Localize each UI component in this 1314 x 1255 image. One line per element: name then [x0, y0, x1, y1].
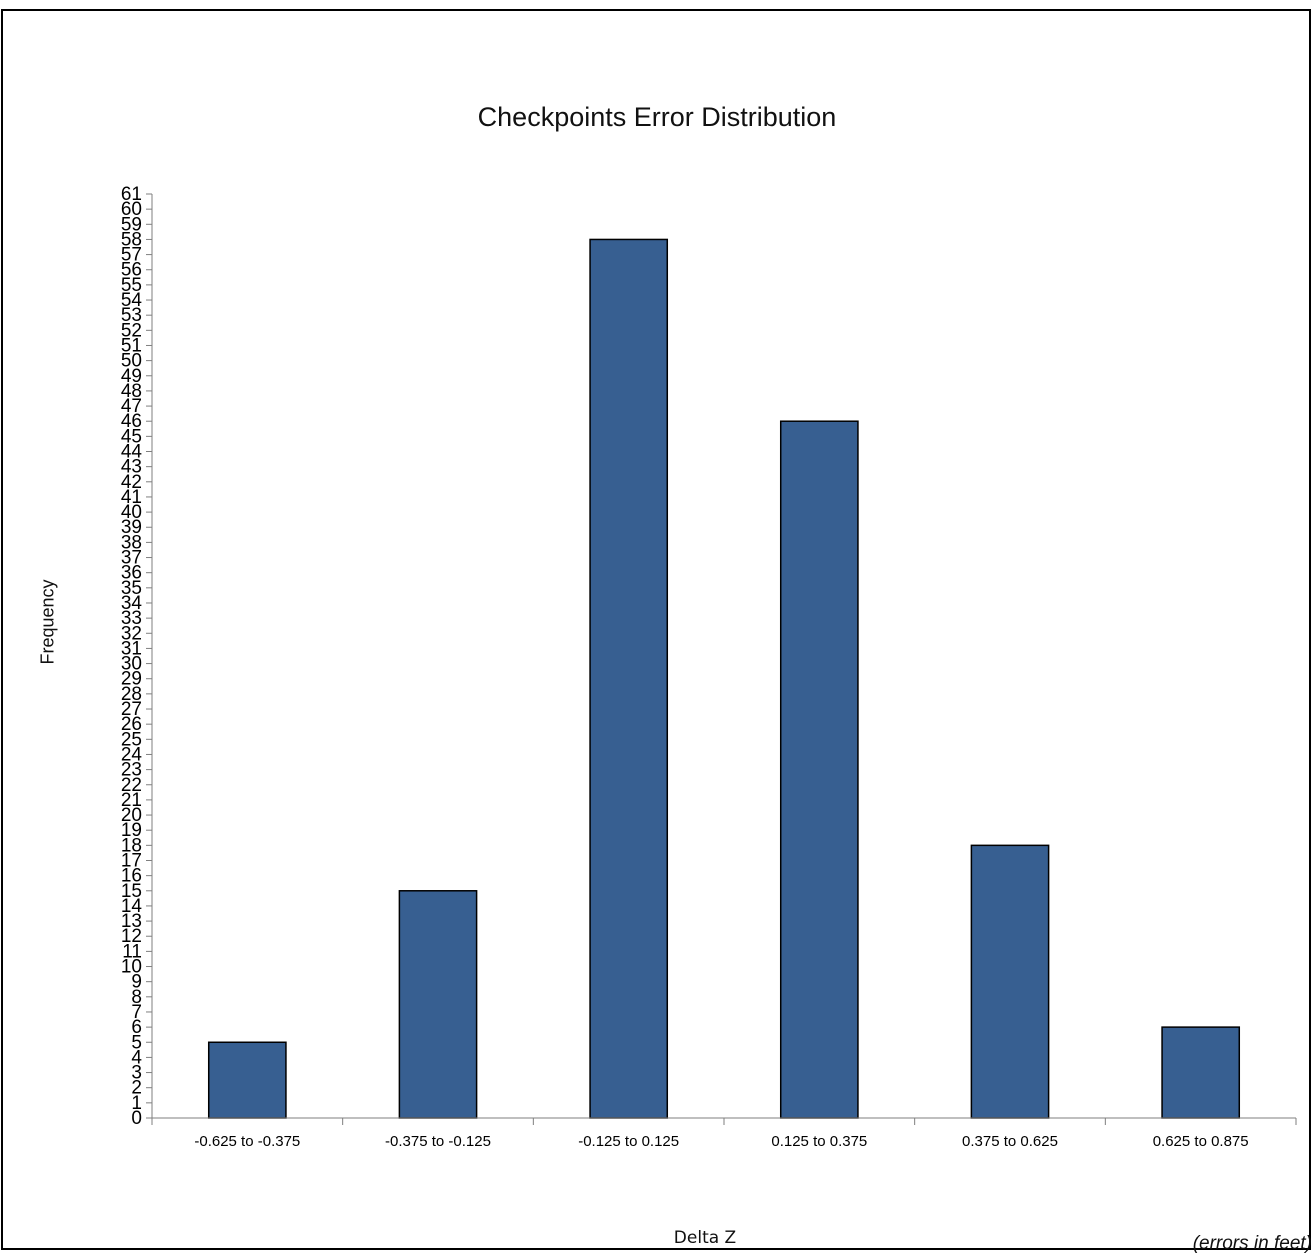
- x-tick-label: -0.125 to 0.125: [578, 1133, 679, 1150]
- chart-title: Checkpoints Error Distribution: [477, 102, 837, 132]
- y-tick-label: 26: [121, 714, 142, 735]
- y-tick-label: 15: [121, 881, 142, 902]
- x-tick-label: -0.375 to -0.125: [385, 1133, 491, 1150]
- y-tick-label: 0: [131, 1108, 142, 1129]
- bar: [398, 890, 478, 1119]
- y-tick-label: 28: [121, 684, 142, 705]
- bar: [970, 844, 1050, 1119]
- y-tick-label: 59: [121, 214, 142, 235]
- y-tick-label: 4: [131, 1047, 142, 1068]
- y-tick-label: 10: [121, 957, 142, 978]
- y-tick-label: 50: [121, 351, 142, 372]
- y-tick-label: 51: [121, 335, 142, 356]
- y-tick-label: 20: [121, 805, 142, 826]
- y-tick-label: 22: [121, 775, 142, 796]
- x-tick-label: -0.625 to -0.375: [194, 1133, 300, 1150]
- y-tick-label: 8: [131, 987, 142, 1008]
- y-tick-label: 54: [121, 290, 143, 311]
- y-tick-label: 48: [121, 381, 142, 402]
- y-tick-label: 61: [121, 184, 142, 205]
- x-tick-label: 0.375 to 0.625: [962, 1133, 1058, 1150]
- units-note: (errors in feet): [1192, 1233, 1312, 1254]
- y-tick-label: 55: [121, 275, 142, 296]
- y-tick-label: 27: [121, 699, 142, 720]
- y-tick-label: 49: [121, 366, 142, 387]
- y-tick-label: 9: [131, 972, 142, 993]
- y-tick-label: 53: [121, 305, 142, 326]
- y-tick-label: 30: [121, 654, 142, 675]
- y-tick-label: 29: [121, 669, 142, 690]
- bar: [589, 238, 669, 1119]
- y-tick-label: 37: [121, 548, 142, 569]
- bar: [779, 420, 859, 1119]
- y-tick-label: 18: [121, 835, 142, 856]
- y-tick-label: 45: [121, 426, 142, 447]
- y-tick-label: 12: [121, 926, 142, 947]
- y-tick-label: 16: [121, 866, 142, 887]
- y-tick-label: 39: [121, 517, 142, 538]
- y-tick-label: 3: [131, 1063, 142, 1084]
- y-tick-label: 42: [121, 472, 142, 493]
- y-tick-label: 57: [121, 245, 142, 266]
- y-tick-label: 47: [121, 396, 142, 417]
- y-tick-label: 23: [121, 760, 142, 781]
- y-tick-label: 17: [121, 850, 142, 871]
- y-tick-label: 14: [121, 896, 143, 917]
- y-tick-label: 25: [121, 729, 142, 750]
- bar: [207, 1041, 287, 1119]
- y-tick-label: 6: [131, 1017, 142, 1038]
- y-tick-label: 40: [121, 502, 142, 523]
- y-tick-label: 13: [121, 911, 142, 932]
- y-tick-label: 1: [131, 1093, 142, 1114]
- bar: [1161, 1026, 1241, 1119]
- y-tick-label: 46: [121, 411, 142, 432]
- y-tick-label: 34: [121, 593, 143, 614]
- y-tick-label: 44: [121, 442, 143, 463]
- y-tick-label: 36: [121, 563, 142, 584]
- y-tick-label: 56: [121, 260, 142, 281]
- y-tick-label: 21: [121, 790, 142, 811]
- y-tick-label: 11: [122, 941, 142, 962]
- y-tick-label: 35: [121, 578, 142, 599]
- y-tick-label: 43: [121, 457, 142, 478]
- x-axis-label: Delta Z: [673, 1228, 737, 1248]
- y-tick-label: 60: [121, 199, 142, 220]
- y-tick-label: 24: [121, 744, 143, 765]
- y-tick-label: 41: [121, 487, 142, 508]
- y-tick-label: 2: [131, 1078, 142, 1099]
- y-tick-label: 33: [121, 608, 142, 629]
- y-tick-label: 58: [121, 229, 142, 250]
- y-tick-label: 32: [121, 623, 142, 644]
- x-tick-label: 0.625 to 0.875: [1153, 1133, 1249, 1150]
- y-tick-label: 7: [131, 1002, 142, 1023]
- x-tick-label: 0.125 to 0.375: [771, 1133, 867, 1150]
- y-tick-label: 5: [131, 1032, 142, 1053]
- y-tick-label: 52: [121, 320, 142, 341]
- y-tick-label: 38: [121, 532, 142, 553]
- y-tick-label: 19: [121, 820, 142, 841]
- y-tick-label: 31: [121, 638, 142, 659]
